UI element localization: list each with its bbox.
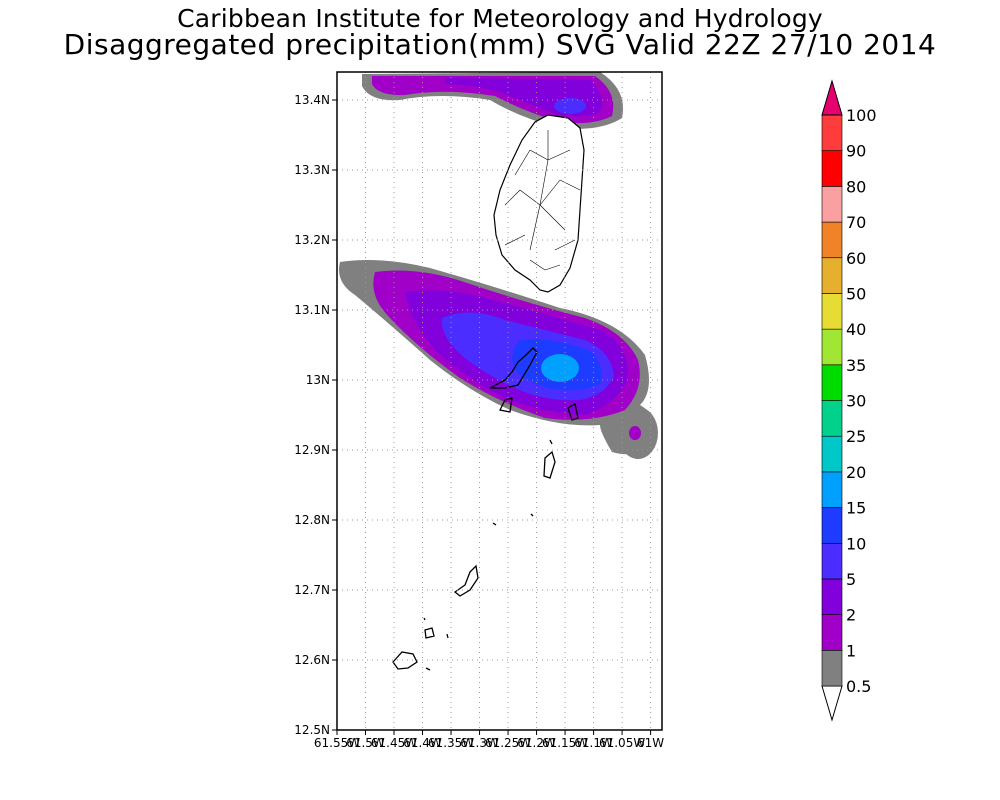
- legend-level-label: 60: [846, 249, 866, 268]
- map-axes: 13.4N 13.3N 13.2N 13.1N 13N 12.9N 12.8N 12.7N 12…: [294, 93, 664, 750]
- legend-level-label: 20: [846, 463, 866, 482]
- legend-level-label: 80: [846, 177, 866, 196]
- legend-level-label: 2: [846, 606, 856, 625]
- legend-arrow-max: [821, 79, 843, 116]
- lon-tick-label: 61.3W: [460, 736, 499, 750]
- legend-level-label: 100: [846, 106, 877, 125]
- lat-tick-label: 13.1N: [294, 303, 330, 317]
- lon-tick-label: 61.1W: [574, 736, 613, 750]
- legend-swatch: [821, 221, 843, 259]
- lon-tick-label: 61.25W: [485, 736, 531, 750]
- legend-swatch: [821, 650, 843, 687]
- legend-swatch: [821, 186, 843, 223]
- legend-swatch: [821, 471, 843, 508]
- lon-tick-label: 61.5W: [346, 736, 385, 750]
- lat-tick-label: 12.5N: [294, 723, 330, 737]
- legend-swatch: [821, 364, 843, 401]
- lat-tick-label: 12.6N: [294, 653, 330, 667]
- bequia-island: [489, 347, 538, 389]
- legend-level-label: 0.5: [846, 677, 871, 696]
- precip-contours: [339, 72, 658, 459]
- lon-tick-label: 61.4W: [403, 736, 442, 750]
- lat-tick-label: 12.8N: [294, 513, 330, 527]
- legend-level-label: 30: [846, 392, 866, 411]
- legend-swatch: [821, 328, 843, 366]
- lon-tick-label: 61.45W: [371, 736, 417, 750]
- lon-tick-label: 61.2W: [517, 736, 556, 750]
- lat-tick-label: 12.7N: [294, 583, 330, 597]
- legend-level-label: 35: [846, 356, 866, 375]
- precip-contour-1mm-east: [629, 426, 641, 440]
- canouan-island: [453, 564, 479, 597]
- legend-level-label: 15: [846, 499, 866, 518]
- legend-swatch: [821, 150, 843, 187]
- legend-swatch: [821, 114, 843, 151]
- lon-tick-label: 61.15W: [542, 736, 588, 750]
- legend-swatch: [821, 578, 843, 615]
- legend-swatch: [821, 435, 843, 473]
- lon-tick-label: 61.05W: [599, 736, 645, 750]
- legend-swatch: [821, 507, 843, 544]
- map-subtitle: Disaggregated precipitation(mm) SVG Vali…: [63, 28, 937, 61]
- legend-swatch: [821, 257, 843, 294]
- lat-tick-label: 13.4N: [294, 93, 330, 107]
- lat-tick-label: 12.9N: [294, 443, 330, 457]
- legend-swatch: [821, 542, 843, 580]
- legend-level-label: 1: [846, 641, 856, 660]
- legend-level-label: 90: [846, 142, 866, 161]
- map-title: Caribbean Institute for Meteorology and …: [177, 4, 823, 33]
- lat-tick-label: 13.3N: [294, 163, 330, 177]
- precip-contour-15mm-central: [541, 354, 579, 382]
- st-vincent-island: [493, 114, 585, 293]
- lon-tick-label: 61W: [637, 736, 664, 750]
- map-gridlines: [337, 72, 662, 730]
- lon-tick-label: 61.35W: [428, 736, 474, 750]
- legend-level-label: 40: [846, 320, 866, 339]
- legend-arrow-min: [821, 685, 843, 722]
- union-island: [392, 651, 418, 670]
- precip-contour-5mm-north: [554, 98, 586, 114]
- map-frame: [336, 71, 663, 731]
- grenadines-islands: [392, 347, 579, 671]
- lat-tick-label: 13.2N: [294, 233, 330, 247]
- legend-swatch: [821, 293, 843, 330]
- legend-level-label: 25: [846, 427, 866, 446]
- legend-level-label: 50: [846, 284, 866, 303]
- st-vincent-rivers: [504, 130, 581, 271]
- legend-level-label: 70: [846, 213, 866, 232]
- legend-swatch: [821, 400, 843, 437]
- legend-level-label: 10: [846, 534, 866, 553]
- legend-swatch: [821, 614, 843, 651]
- legend-level-label: 5: [846, 570, 856, 589]
- lon-tick-label: 61.55W: [314, 736, 360, 750]
- lat-tick-label: 13N: [306, 373, 330, 387]
